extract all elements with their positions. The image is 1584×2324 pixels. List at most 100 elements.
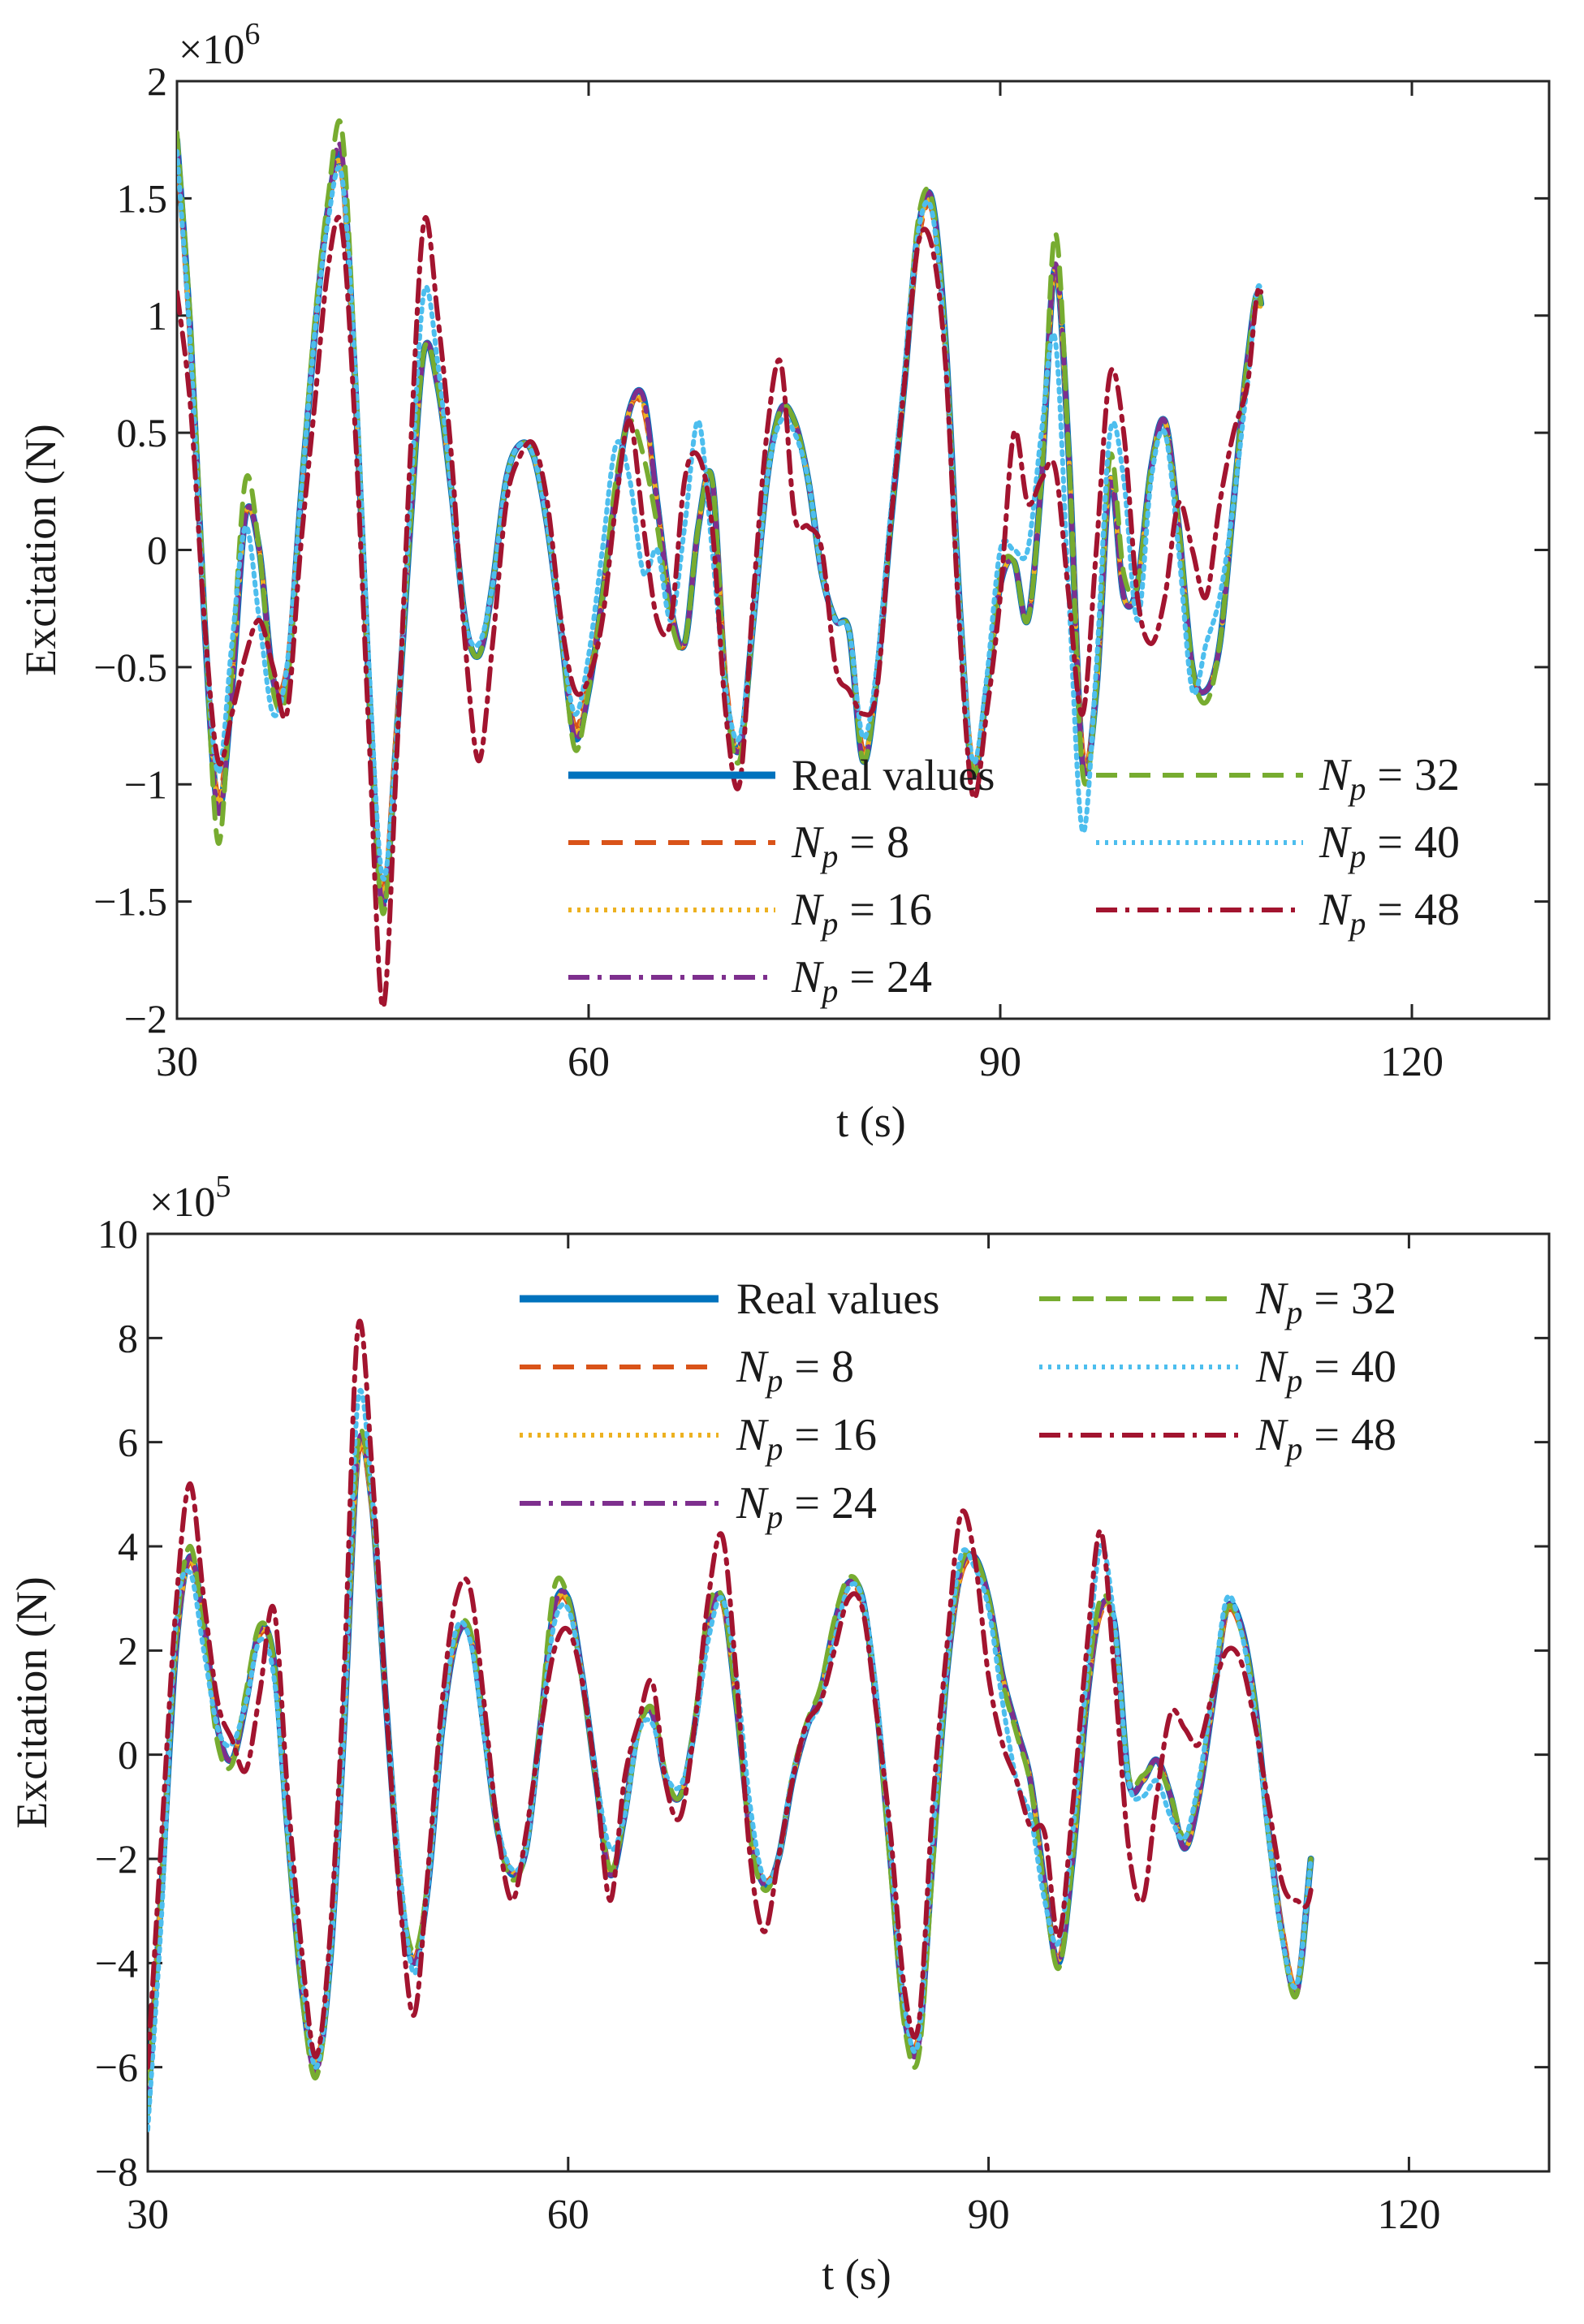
legend-subscript: p [819, 905, 838, 942]
legend-item-3: Np = 24 [520, 1478, 877, 1535]
series-line-4 [177, 118, 1264, 916]
legend-subscript: p [1284, 1430, 1302, 1467]
legend-label: Np = 16 [791, 885, 932, 942]
y-tick-label: 1 [147, 293, 167, 338]
y-tick-label: −2 [95, 1836, 138, 1882]
legend-subscript: p [819, 972, 838, 1009]
legend-subscript: p [764, 1430, 783, 1467]
legend-symbol: N [736, 1478, 769, 1528]
legend-subscript: p [764, 1498, 783, 1535]
x-tick-label: 120 [1377, 2192, 1440, 2238]
y-tick-label: 8 [118, 1315, 138, 1360]
legend-label: Real values [792, 751, 995, 800]
x-tick-label: 60 [547, 2192, 589, 2238]
legend-subscript: p [1284, 1362, 1302, 1399]
legend-symbol: N [736, 1342, 769, 1392]
x-axis-label: t (s) [822, 2250, 891, 2299]
axis-scale-exponent: 6 [244, 17, 260, 51]
legend-value: = 8 [783, 1342, 854, 1392]
axis-scale-label: ×106 [179, 17, 260, 73]
axis-scale-exponent: 5 [215, 1170, 231, 1204]
y-tick-label: 2 [147, 58, 167, 104]
legend-subscript: p [1347, 838, 1366, 874]
legend-item-3: Np = 24 [568, 952, 932, 1009]
legend-item-6: Np = 48 [1039, 1410, 1396, 1467]
legend-label: Np = 16 [736, 1410, 877, 1467]
plot-area-frame [146, 1232, 1551, 2173]
legend-item-0: Real values [520, 1274, 939, 1323]
legend-value: = 16 [783, 1410, 877, 1460]
legend-value: = 40 [1366, 817, 1460, 868]
series-group [148, 1318, 1314, 2132]
y-axis-label: Excitation (N) [7, 1576, 56, 1828]
legend-symbol: N [1255, 1274, 1288, 1324]
x-tick-label: 90 [968, 2192, 1010, 2238]
legend-value: = 40 [1302, 1342, 1396, 1392]
legend-subscript: p [1347, 770, 1366, 807]
x-tick-label: 30 [127, 2192, 169, 2238]
legend-item-1: Np = 8 [568, 817, 909, 874]
legend-label: Np = 8 [736, 1342, 854, 1399]
legend-symbol: N [1319, 885, 1352, 935]
legend-label: Np = 48 [1319, 885, 1460, 942]
legend-item-4: Np = 32 [1039, 1274, 1396, 1330]
legend-symbol: N [1255, 1410, 1288, 1460]
legend-subscript: p [1284, 1294, 1302, 1330]
y-tick-label: 4 [118, 1524, 138, 1569]
legend-label: Np = 40 [1319, 817, 1460, 874]
series-line-6 [177, 214, 1264, 1010]
legend-label: Np = 40 [1255, 1342, 1396, 1399]
chart-panel-1: −2 −1.5 −1 −0.5 0 0.5 1 1.5 2 30 60 90 120 t (s) Excit… [16, 17, 1551, 1146]
legend-subscript: p [1347, 905, 1366, 942]
y-tick-label: −0.5 [93, 645, 167, 690]
y-tick-label: −4 [95, 1940, 138, 1986]
x-tick-label: 30 [156, 1039, 198, 1085]
legend-label: Np = 24 [736, 1478, 877, 1535]
legend-value: = 32 [1366, 750, 1460, 800]
x-axis-label: t (s) [836, 1097, 905, 1146]
legend-symbol: N [1255, 1342, 1288, 1392]
legend-subscript: p [819, 838, 838, 874]
legend-symbol: N [791, 952, 824, 1002]
legend-label: Real values [736, 1274, 939, 1323]
legend-value: = 24 [783, 1478, 877, 1528]
legend-value: = 48 [1302, 1410, 1396, 1460]
y-tick-label: 0.5 [117, 410, 168, 455]
legend-subscript: p [764, 1362, 783, 1399]
y-tick-label: 0 [118, 1732, 138, 1778]
legend-item-6: Np = 48 [1096, 885, 1460, 942]
x-tick-label: 60 [568, 1039, 610, 1085]
legend-symbol: N [791, 817, 824, 868]
series-line-2 [148, 1439, 1314, 2109]
legend-item-4: Np = 32 [1096, 750, 1460, 807]
y-tick-label: 6 [118, 1420, 138, 1465]
x-tick-label: 120 [1380, 1039, 1444, 1085]
axis-scale-label: ×105 [149, 1170, 231, 1226]
legend-label: Np = 24 [791, 952, 932, 1009]
legend-symbol: N [791, 885, 824, 935]
legend-item-5: Np = 40 [1039, 1342, 1396, 1399]
legend-symbol: N [1319, 750, 1352, 800]
y-tick-label: 10 [97, 1211, 138, 1257]
legend-item-0: Real values [568, 751, 995, 800]
x-tick-label: 90 [979, 1039, 1021, 1085]
series-line-5 [148, 1387, 1314, 2132]
legend-label: Np = 8 [791, 817, 909, 874]
series-line-6 [148, 1318, 1314, 2070]
y-tick-label: −1 [124, 761, 167, 807]
y-tick-label: −2 [124, 996, 167, 1041]
y-tick-label: −8 [95, 2149, 138, 2194]
legend-item-2: Np = 16 [568, 885, 932, 942]
legend-label: Np = 32 [1319, 750, 1460, 807]
chart-panel-2: −8 −6 −4 −2 0 2 4 6 8 10 30 60 90 120 t (s) Excitation … [7, 1170, 1551, 2299]
legend-value: = 24 [838, 952, 932, 1002]
y-axis-label: Excitation (N) [16, 424, 65, 675]
series-line-5 [177, 149, 1264, 882]
legend-value: = 8 [838, 817, 909, 868]
legend-item-2: Np = 16 [520, 1410, 877, 1467]
y-tick-label: −6 [95, 2045, 138, 2090]
legend-symbol: N [736, 1410, 769, 1460]
